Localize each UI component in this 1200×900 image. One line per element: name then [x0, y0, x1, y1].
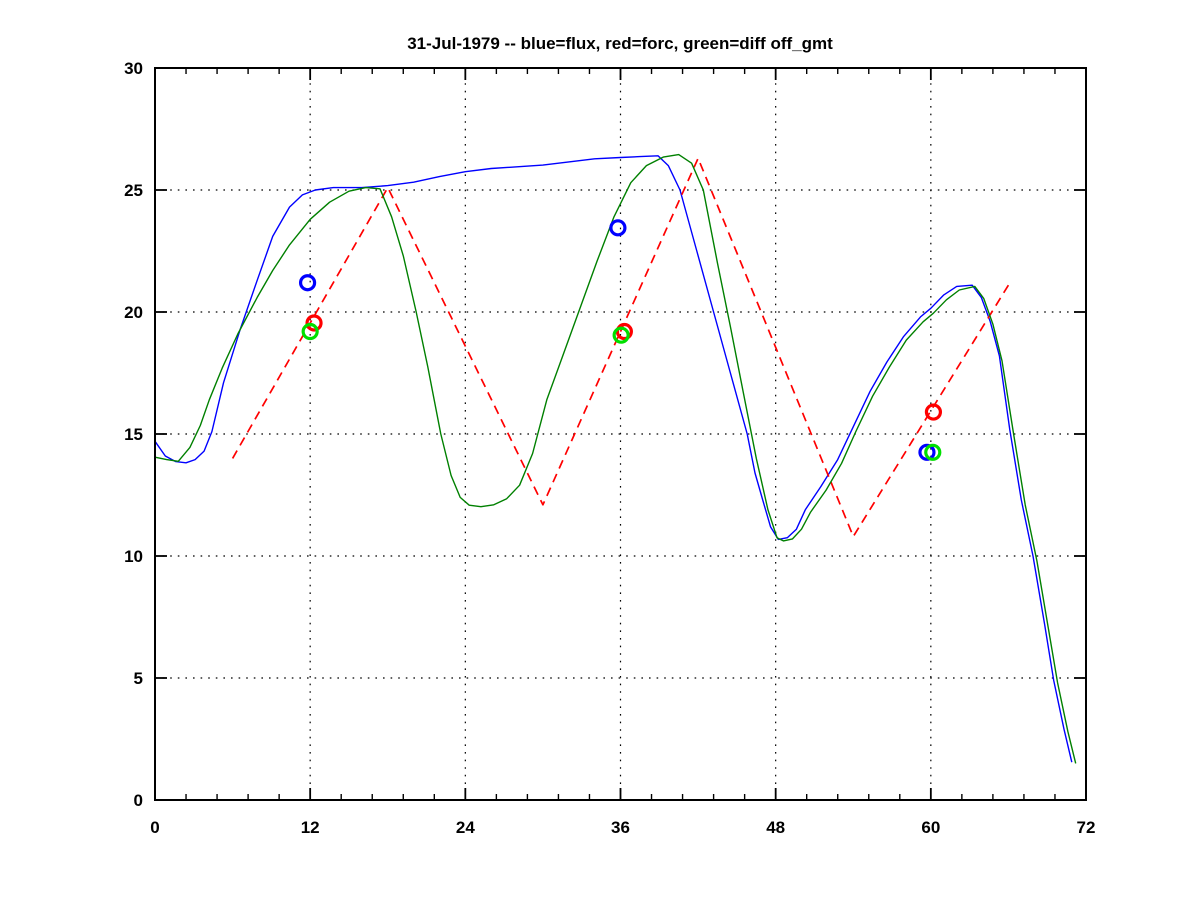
marker-diff-points — [612, 326, 630, 344]
data-point-markers — [298, 219, 943, 461]
series-forc-line — [231, 157, 1010, 538]
y-tick-label: 10 — [124, 547, 143, 566]
y-tick-label: 0 — [134, 791, 143, 810]
y-tick-label: 25 — [124, 181, 143, 200]
y-tick-label: 15 — [124, 425, 143, 444]
series-flux-line — [154, 155, 1073, 763]
marker-diff-points — [301, 322, 319, 341]
y-tick-label: 5 — [134, 669, 143, 688]
chart-title: 31-Jul-1979 -- blue=flux, red=forc, gree… — [407, 34, 833, 53]
marker-flux-points — [918, 443, 936, 461]
grid-lines — [155, 68, 1086, 800]
marker-flux-points — [298, 274, 317, 292]
y-tick-label: 20 — [124, 303, 143, 322]
marker-diff-points — [924, 443, 942, 461]
marker-forc-points — [924, 403, 943, 421]
x-tick-label: 24 — [456, 818, 475, 837]
marker-forc-points — [615, 322, 633, 341]
x-tick-label: 60 — [921, 818, 940, 837]
y-tick-label: 30 — [124, 59, 143, 78]
marker-flux-points — [609, 219, 627, 237]
marker-forc-points — [305, 314, 323, 332]
x-tick-label: 72 — [1077, 818, 1096, 837]
x-tick-label: 0 — [150, 818, 159, 837]
x-tick-label: 36 — [611, 818, 630, 837]
x-tick-label: 12 — [301, 818, 320, 837]
series-diff-line — [154, 153, 1077, 764]
x-tick-label: 48 — [766, 818, 785, 837]
tick-labels: 0 12 24 36 48 60 72 0 5 10 15 20 25 30 — [124, 59, 1095, 837]
data-series — [154, 153, 1077, 764]
axes-box-and-ticks — [154, 67, 1087, 801]
